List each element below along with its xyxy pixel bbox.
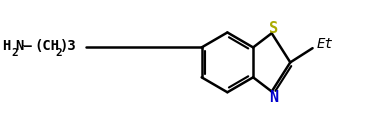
- Text: Et: Et: [316, 37, 333, 51]
- Text: H: H: [3, 39, 11, 53]
- Text: (CH: (CH: [34, 39, 59, 53]
- Text: N—: N—: [16, 39, 32, 53]
- Text: 2: 2: [56, 48, 62, 58]
- Text: )3: )3: [60, 39, 77, 53]
- Text: N: N: [269, 90, 278, 105]
- Text: S: S: [269, 21, 278, 36]
- Text: 2: 2: [11, 48, 18, 58]
